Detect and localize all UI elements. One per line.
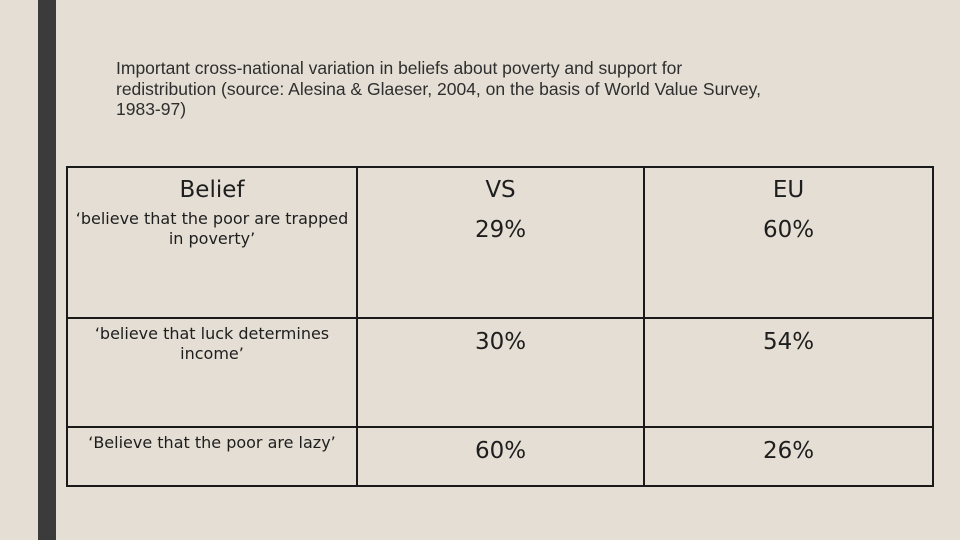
table-cell: ‘Believe that the poor are lazy’	[66, 426, 358, 487]
eu-value: 26%	[762, 438, 815, 464]
table-row: Belief ‘believe that the poor are trappe…	[66, 166, 934, 319]
table-row: ‘believe that luck determines income’ 30…	[66, 317, 934, 428]
beliefs-table: Belief ‘believe that the poor are trappe…	[66, 166, 934, 487]
table-cell: EU 60%	[643, 166, 934, 319]
table-row: ‘Believe that the poor are lazy’ 60% 26%	[66, 426, 934, 487]
column-header-vs: VS	[485, 177, 516, 203]
vs-value: 60%	[474, 438, 527, 464]
table-cell: ‘believe that luck determines income’	[66, 317, 358, 428]
column-header-eu: EU	[772, 177, 805, 203]
belief-label: ‘believe that the poor are trapped in po…	[75, 209, 349, 248]
belief-label: ‘Believe that the poor are lazy’	[88, 433, 336, 452]
slide-title: Important cross-national variation in be…	[116, 58, 761, 119]
belief-label: ‘believe that luck determines income’	[94, 324, 330, 363]
eu-value: 54%	[762, 329, 815, 355]
column-header-belief: Belief	[179, 177, 245, 203]
vs-value: 30%	[474, 329, 527, 355]
table-cell: 54%	[643, 317, 934, 428]
eu-value: 60%	[762, 217, 815, 243]
table-cell: 30%	[356, 317, 645, 428]
table-cell: Belief ‘believe that the poor are trappe…	[66, 166, 358, 319]
vs-value: 29%	[474, 217, 527, 243]
table-cell: VS 29%	[356, 166, 645, 319]
table-cell: 60%	[356, 426, 645, 487]
accent-bar	[38, 0, 56, 540]
table-cell: 26%	[643, 426, 934, 487]
